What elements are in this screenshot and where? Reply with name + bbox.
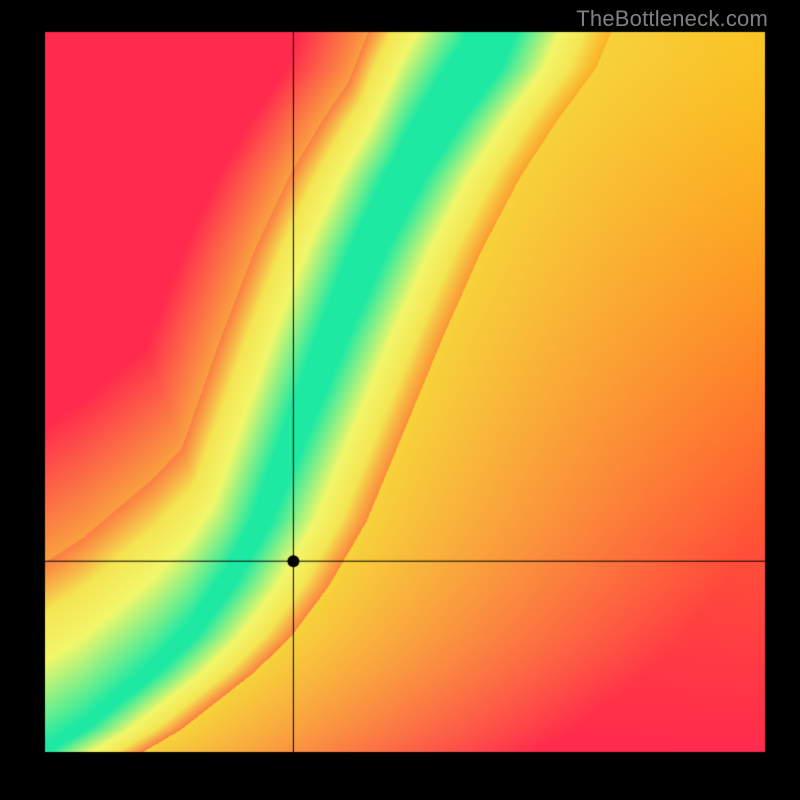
watermark-text: TheBottleneck.com xyxy=(576,6,768,32)
heatmap-canvas xyxy=(0,0,800,800)
chart-container: TheBottleneck.com xyxy=(0,0,800,800)
